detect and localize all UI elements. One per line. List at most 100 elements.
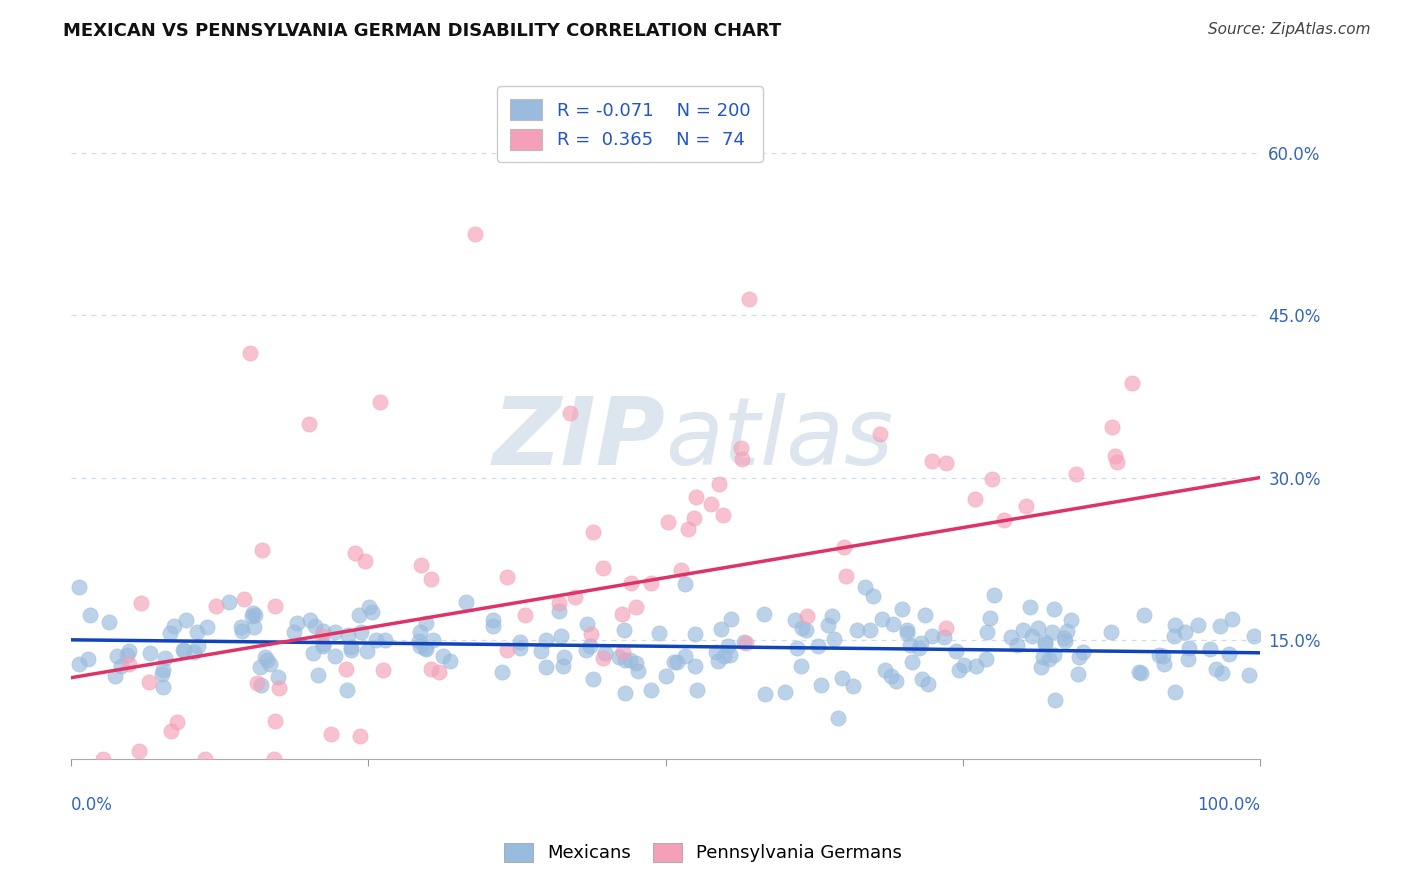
Point <box>914 608 936 623</box>
Point <box>408 633 430 648</box>
Point <box>627 664 650 678</box>
Point <box>321 727 343 741</box>
Point <box>1237 668 1260 682</box>
Point <box>908 640 931 655</box>
Point <box>553 659 575 673</box>
Point <box>796 608 818 623</box>
Text: Source: ZipAtlas.com: Source: ZipAtlas.com <box>1208 22 1371 37</box>
Point <box>353 554 375 568</box>
Point <box>411 558 433 572</box>
Point <box>79 608 101 623</box>
Point <box>373 663 395 677</box>
Point <box>673 576 696 591</box>
Point <box>67 657 90 671</box>
Point <box>176 613 198 627</box>
Point <box>614 653 637 667</box>
Point <box>264 714 287 728</box>
Point <box>231 624 253 639</box>
Point <box>229 620 252 634</box>
Point <box>1042 601 1064 615</box>
Point <box>593 646 616 660</box>
Point <box>194 752 217 766</box>
Point <box>673 649 696 664</box>
Point <box>896 626 918 640</box>
Point <box>250 543 273 558</box>
Point <box>118 643 141 657</box>
Point <box>304 619 326 633</box>
Point <box>139 646 162 660</box>
Point <box>131 596 153 610</box>
Point <box>1054 633 1077 648</box>
Point <box>464 227 486 242</box>
Point <box>711 508 734 523</box>
Point <box>842 679 865 693</box>
Point <box>349 608 371 623</box>
Point <box>783 613 806 627</box>
Point <box>707 654 730 668</box>
Point <box>579 639 602 653</box>
Point <box>582 672 605 686</box>
Point <box>817 618 839 632</box>
Point <box>735 636 758 650</box>
Point <box>250 678 273 692</box>
Point <box>307 667 329 681</box>
Point <box>482 613 505 627</box>
Point <box>683 627 706 641</box>
Point <box>166 714 188 729</box>
Point <box>718 648 741 663</box>
Point <box>553 650 575 665</box>
Point <box>1211 665 1233 680</box>
Point <box>921 629 943 643</box>
Point <box>910 635 932 649</box>
Point <box>647 625 669 640</box>
Point <box>1163 629 1185 643</box>
Point <box>733 634 755 648</box>
Point <box>409 639 432 653</box>
Point <box>884 674 907 689</box>
Point <box>1220 612 1243 626</box>
Point <box>413 640 436 655</box>
Point <box>979 611 1001 625</box>
Point <box>853 580 876 594</box>
Point <box>738 292 761 306</box>
Point <box>530 644 553 658</box>
Point <box>613 686 636 700</box>
Point <box>548 597 571 611</box>
Text: ZIP: ZIP <box>492 392 665 484</box>
Point <box>1069 649 1091 664</box>
Point <box>1177 640 1199 655</box>
Point <box>1038 651 1060 665</box>
Point <box>613 623 636 637</box>
Point <box>285 616 308 631</box>
Point <box>560 406 582 420</box>
Point <box>238 346 260 360</box>
Point <box>312 624 335 638</box>
Point <box>496 570 519 584</box>
Point <box>859 623 882 637</box>
Point <box>496 642 519 657</box>
Point <box>786 641 808 656</box>
Point <box>195 620 218 634</box>
Point <box>1128 665 1150 679</box>
Point <box>420 662 443 676</box>
Point <box>368 395 391 409</box>
Point <box>246 676 269 690</box>
Point <box>976 624 998 639</box>
Text: atlas: atlas <box>665 393 894 484</box>
Point <box>1053 631 1076 645</box>
Point <box>1121 376 1143 390</box>
Point <box>1045 693 1067 707</box>
Point <box>1067 667 1090 681</box>
Point <box>534 660 557 674</box>
Point <box>336 682 359 697</box>
Legend: Mexicans, Pennsylvania Germans: Mexicans, Pennsylvania Germans <box>496 836 910 870</box>
Point <box>420 572 443 586</box>
Point <box>159 625 181 640</box>
Point <box>1056 624 1078 638</box>
Point <box>666 655 689 669</box>
Point <box>115 648 138 662</box>
Point <box>1101 419 1123 434</box>
Point <box>579 626 602 640</box>
Point <box>218 594 240 608</box>
Point <box>640 683 662 698</box>
